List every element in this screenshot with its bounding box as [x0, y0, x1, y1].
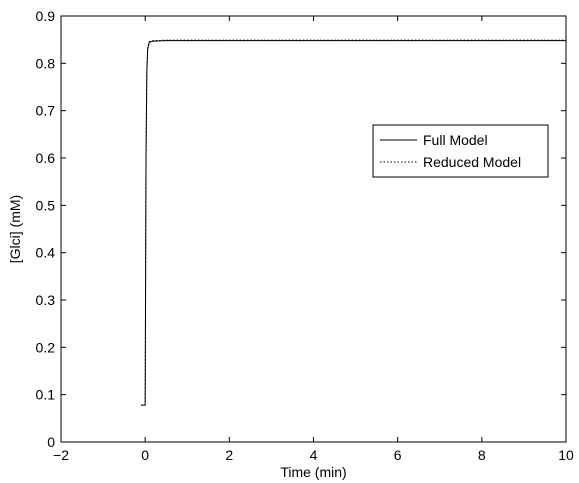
y-tick-label: 0.7 — [36, 103, 56, 119]
x-tick-label: 8 — [478, 447, 486, 463]
y-tick-label: 0.4 — [36, 245, 56, 261]
x-tick-label: 4 — [310, 447, 318, 463]
y-tick-label: 0.1 — [36, 387, 56, 403]
x-tick-label: −2 — [53, 447, 69, 463]
x-tick-label: 0 — [141, 447, 149, 463]
legend-label-full-model: Full Model — [423, 132, 488, 148]
legend-label-reduced-model: Reduced Model — [423, 154, 521, 170]
x-tick-label: 10 — [558, 447, 574, 463]
y-tick-label: 0.3 — [36, 292, 56, 308]
x-tick-label: 2 — [225, 447, 233, 463]
y-axis-label: [Glci] (mM) — [7, 195, 23, 263]
y-tick-label: 0.6 — [36, 150, 56, 166]
y-tick-label: 0.8 — [36, 55, 56, 71]
x-axis-label: Time (min) — [280, 464, 346, 480]
y-axis-ticks: 0 0.1 0.2 0.3 0.4 0.5 0.6 0.7 0.8 0.9 — [36, 8, 566, 450]
series-layer — [140, 39, 566, 406]
x-tick-label: 6 — [394, 447, 402, 463]
y-tick-label: 0 — [47, 434, 55, 450]
x-axis-ticks: −2 0 2 4 6 8 10 — [53, 16, 574, 463]
series-line-reduced-model — [140, 39, 566, 406]
y-tick-label: 0.9 — [36, 8, 56, 24]
y-tick-label: 0.5 — [36, 197, 56, 213]
legend-box — [372, 124, 549, 178]
y-tick-label: 0.2 — [36, 339, 56, 355]
legend: Full Model Reduced Model — [372, 124, 549, 178]
